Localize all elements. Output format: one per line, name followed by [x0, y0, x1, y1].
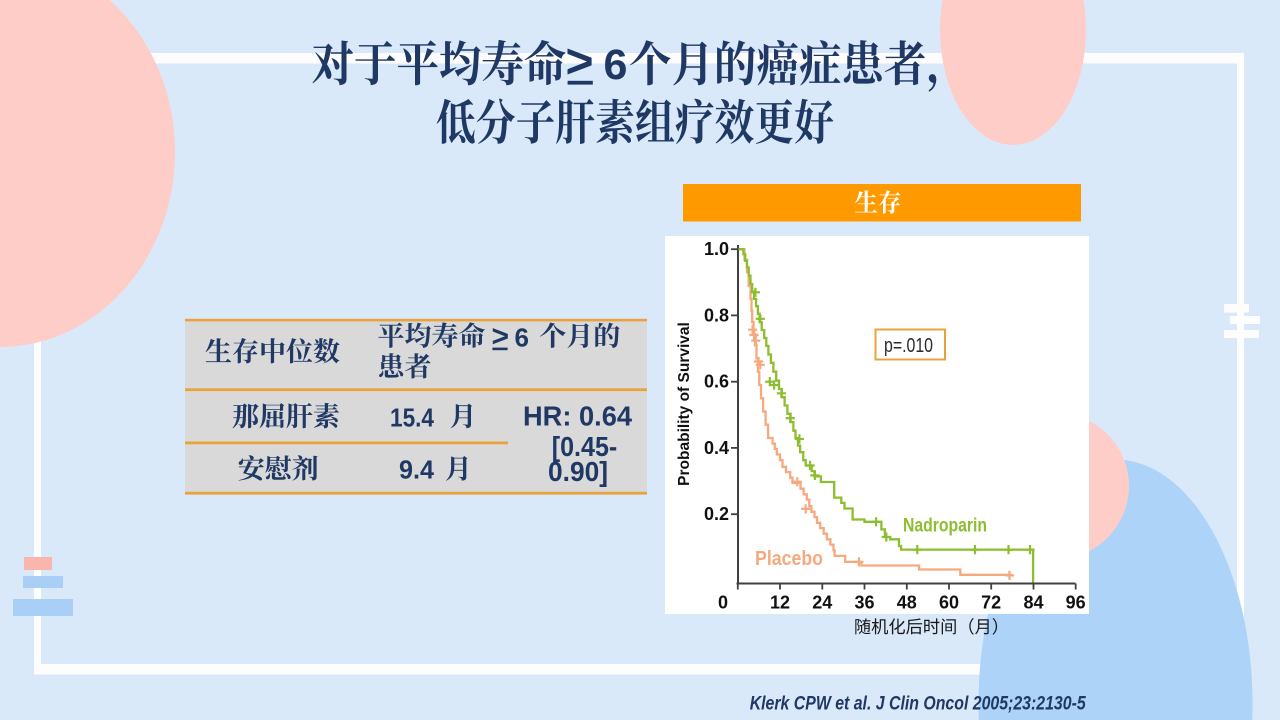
svg-text:0.8: 0.8	[704, 305, 729, 325]
svg-text:96: 96	[1066, 593, 1086, 613]
svg-text:15.4: 15.4	[390, 402, 434, 432]
svg-text:6: 6	[604, 41, 628, 89]
svg-text:Placebo: Placebo	[755, 548, 823, 570]
svg-text:0: 0	[718, 593, 728, 613]
svg-text:9.4: 9.4	[399, 455, 435, 485]
svg-text:0.2: 0.2	[704, 504, 729, 524]
svg-text:0.4: 0.4	[704, 438, 729, 458]
svg-text:6: 6	[515, 323, 529, 353]
svg-text:Nadroparin: Nadroparin	[903, 516, 987, 537]
svg-text:HR: 0.64: HR: 0.64	[523, 400, 632, 431]
svg-text:[0.45-: [0.45-	[552, 431, 618, 462]
svg-text:>: >	[492, 320, 510, 353]
svg-text:0.90]: 0.90]	[548, 456, 608, 487]
svg-text:Probability of Survival: Probability of Survival	[676, 322, 693, 486]
svg-text:0.6: 0.6	[704, 372, 729, 392]
svg-text:Klerk CPW et al. J Clin Oncol: Klerk CPW et al. J Clin Oncol 2005;23:21…	[750, 694, 1086, 715]
svg-text:>: >	[566, 36, 594, 89]
svg-text:36: 36	[854, 593, 874, 613]
svg-text:48: 48	[897, 593, 917, 613]
svg-text:84: 84	[1023, 593, 1043, 613]
svg-text:p=.010: p=.010	[884, 335, 933, 357]
svg-text:1.0: 1.0	[704, 239, 729, 259]
svg-text:72: 72	[981, 593, 1001, 613]
svg-text:24: 24	[812, 593, 832, 613]
svg-text:12: 12	[770, 593, 790, 613]
svg-text:60: 60	[939, 593, 959, 613]
